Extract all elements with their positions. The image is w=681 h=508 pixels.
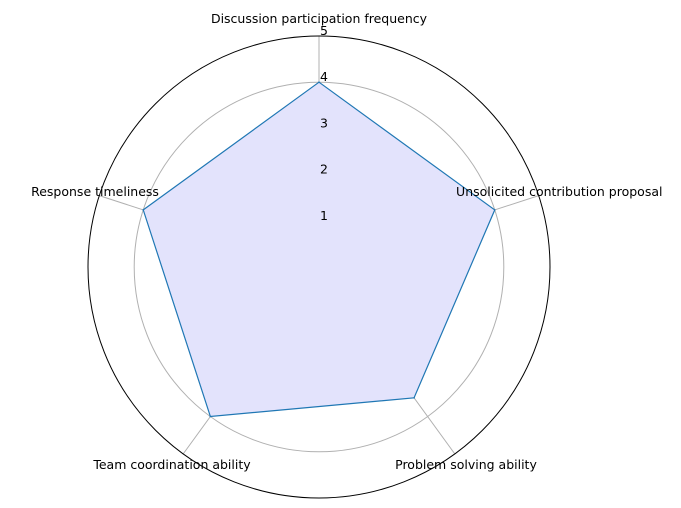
radial-tick-label: 5 (320, 23, 328, 38)
data-layer (142, 81, 496, 418)
category-label: Response timeliness (31, 184, 159, 199)
data-point (318, 81, 320, 83)
series-area (142, 81, 496, 418)
data-point (493, 209, 496, 211)
data-point (413, 397, 415, 399)
category-label: Discussion participation frequency (211, 11, 428, 26)
category-label: Problem solving ability (395, 457, 537, 472)
outer-frame (87, 35, 551, 499)
radial-tick-label: 3 (320, 115, 328, 130)
category-label: Team coordination ability (92, 457, 251, 472)
radial-tick-label: 4 (320, 69, 328, 84)
tick-labels: 1 2 3 4 5 (320, 23, 328, 223)
radial-tick-label: 2 (320, 162, 328, 177)
data-point (142, 209, 145, 211)
category-labels: Discussion participation frequency Unsoli… (31, 11, 662, 472)
data-point (209, 415, 212, 418)
category-label: Unsolicited contribution proposal (456, 184, 662, 199)
radial-tick-label: 1 (320, 208, 328, 223)
